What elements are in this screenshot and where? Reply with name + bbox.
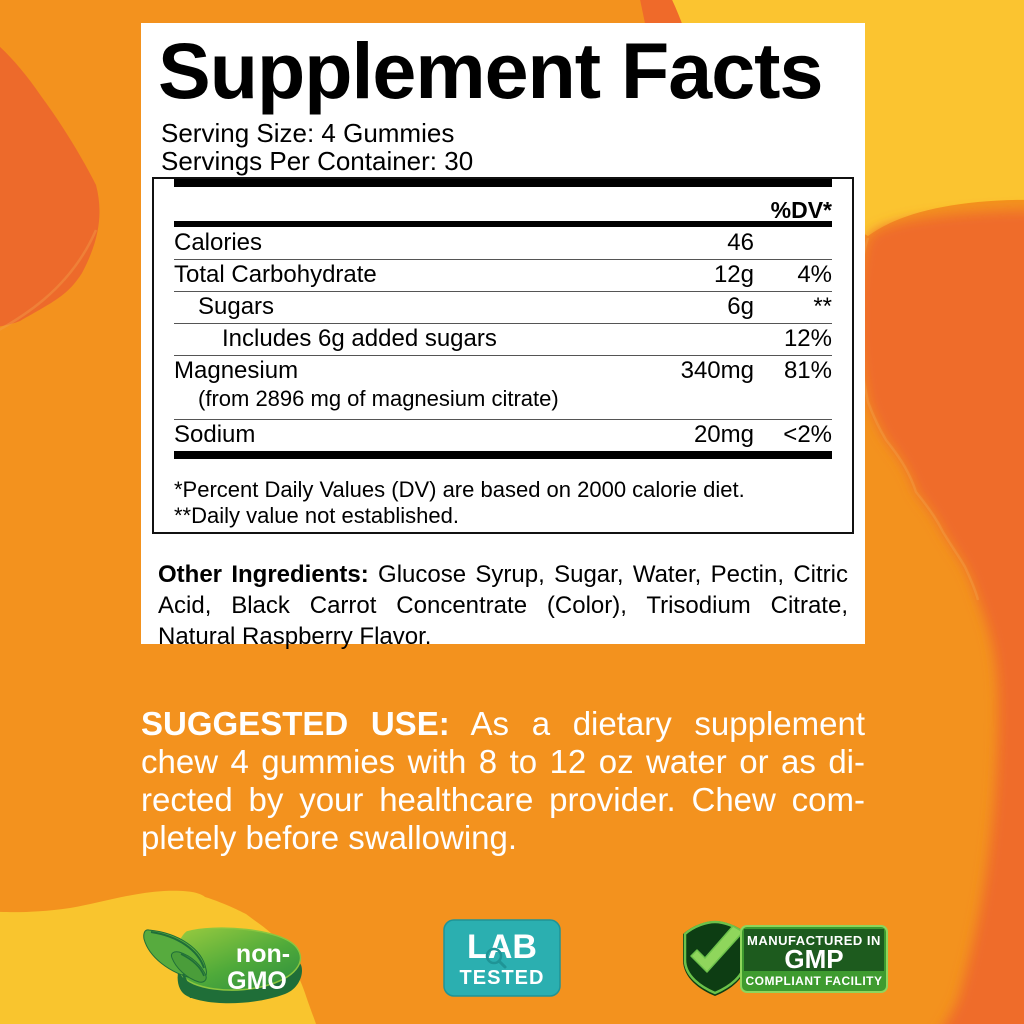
svg-text:TESTED: TESTED bbox=[460, 967, 545, 989]
svg-text:COMPLIANT FACILITY: COMPLIANT FACILITY bbox=[746, 974, 883, 988]
svg-text:non-: non- bbox=[236, 940, 290, 968]
svg-text:GMO: GMO bbox=[227, 967, 287, 995]
svg-text:LAB: LAB bbox=[467, 928, 537, 966]
svg-text:GMP: GMP bbox=[784, 944, 843, 974]
